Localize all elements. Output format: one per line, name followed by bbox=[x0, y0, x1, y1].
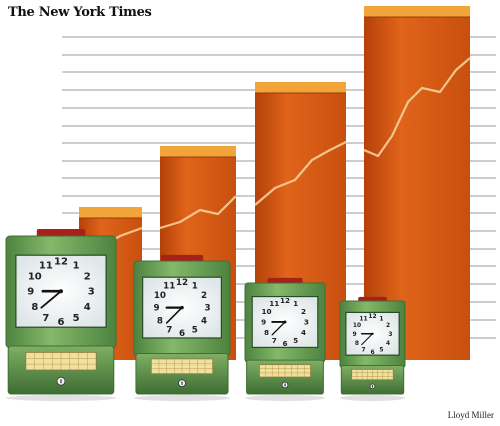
clock-numeral: 9 bbox=[153, 304, 159, 314]
trend-line bbox=[254, 141, 347, 206]
bar-cap-shadow bbox=[79, 217, 142, 219]
bar-cap bbox=[255, 82, 346, 93]
clock-shadow bbox=[245, 395, 325, 401]
clock-numeral: 6 bbox=[179, 329, 185, 339]
clock-pivot bbox=[371, 332, 374, 335]
clock-hand bbox=[40, 290, 62, 309]
clock-numeral: 9 bbox=[27, 287, 34, 298]
clock-numeral: 7 bbox=[42, 313, 49, 324]
clock-numeral: 8 bbox=[355, 341, 359, 347]
clock-numeral: 1 bbox=[379, 316, 383, 322]
artist-credit: Lloyd Miller bbox=[447, 410, 494, 420]
clock-numeral: 10 bbox=[154, 291, 166, 301]
clock-numeral: 1 bbox=[293, 299, 298, 308]
clock-numeral: 9 bbox=[261, 318, 266, 327]
clock-numeral: 1 bbox=[192, 282, 198, 292]
trend-line bbox=[363, 57, 471, 158]
clock-shadow bbox=[340, 395, 405, 401]
clock-shadow bbox=[6, 395, 116, 401]
clock-numeral: 4 bbox=[201, 316, 207, 326]
clock-numeral: 2 bbox=[301, 307, 306, 316]
keyhole-icon bbox=[181, 381, 183, 385]
clock-numeral: 7 bbox=[166, 326, 172, 336]
clock-numeral: 11 bbox=[359, 316, 367, 322]
clock-numeral: 5 bbox=[192, 326, 198, 336]
clock-numeral: 11 bbox=[163, 282, 175, 292]
clock-numeral: 3 bbox=[388, 332, 392, 338]
clock-numeral: 8 bbox=[264, 328, 269, 337]
keyhole-icon bbox=[60, 379, 62, 384]
clock-numeral: 3 bbox=[88, 287, 95, 298]
bar-cap-shadow bbox=[160, 156, 236, 158]
keyhole-icon bbox=[284, 383, 286, 387]
clock-numeral: 10 bbox=[353, 323, 361, 329]
bar-cap bbox=[79, 207, 142, 218]
clock-numeral: 6 bbox=[58, 317, 65, 328]
clock-numeral: 6 bbox=[370, 350, 374, 356]
clock-numeral: 9 bbox=[352, 332, 356, 338]
clock-numeral: 5 bbox=[293, 336, 298, 345]
clock-numeral: 4 bbox=[301, 328, 306, 337]
bar-cap bbox=[160, 146, 236, 157]
clock-numeral: 4 bbox=[84, 302, 91, 313]
masthead: The New York Times bbox=[8, 5, 152, 20]
clock-numeral: 2 bbox=[386, 323, 390, 329]
clock-numeral: 2 bbox=[84, 272, 91, 283]
clock-numeral: 3 bbox=[204, 304, 210, 314]
keyhole-icon bbox=[371, 385, 374, 388]
clock-numeral: 10 bbox=[28, 272, 42, 283]
clock-numeral: 10 bbox=[261, 307, 271, 316]
clock-numeral: 4 bbox=[386, 341, 390, 347]
clock-numeral: 11 bbox=[39, 261, 53, 272]
clock-hand bbox=[361, 333, 374, 346]
clock-numeral: 12 bbox=[54, 256, 68, 267]
clock-numeral: 3 bbox=[304, 318, 309, 327]
clock-shadow bbox=[134, 395, 230, 401]
bar-cap-shadow bbox=[364, 16, 470, 18]
clock-hand bbox=[165, 306, 183, 324]
clock-numeral: 12 bbox=[176, 278, 188, 288]
trend-line bbox=[159, 195, 237, 230]
clock-numeral: 1 bbox=[73, 261, 80, 272]
clock-numeral: 11 bbox=[269, 299, 279, 308]
clock-numeral: 7 bbox=[361, 347, 365, 353]
clock-numeral: 5 bbox=[73, 313, 80, 324]
clock-numeral: 12 bbox=[368, 314, 376, 320]
clock-pivot bbox=[180, 305, 184, 310]
clock-numeral: 5 bbox=[379, 347, 383, 353]
clock-numeral: 2 bbox=[201, 291, 207, 301]
bar-cap-shadow bbox=[255, 92, 346, 94]
clock-numeral: 12 bbox=[280, 296, 290, 305]
clock-numeral: 8 bbox=[31, 302, 38, 313]
clock-numeral: 8 bbox=[157, 316, 163, 326]
clock-hand bbox=[271, 321, 286, 336]
clock-pivot bbox=[283, 320, 287, 324]
clock-numeral: 6 bbox=[282, 339, 287, 348]
bar-cap bbox=[364, 6, 470, 17]
clock-numeral: 7 bbox=[272, 336, 277, 345]
clock-pivot bbox=[59, 289, 63, 294]
